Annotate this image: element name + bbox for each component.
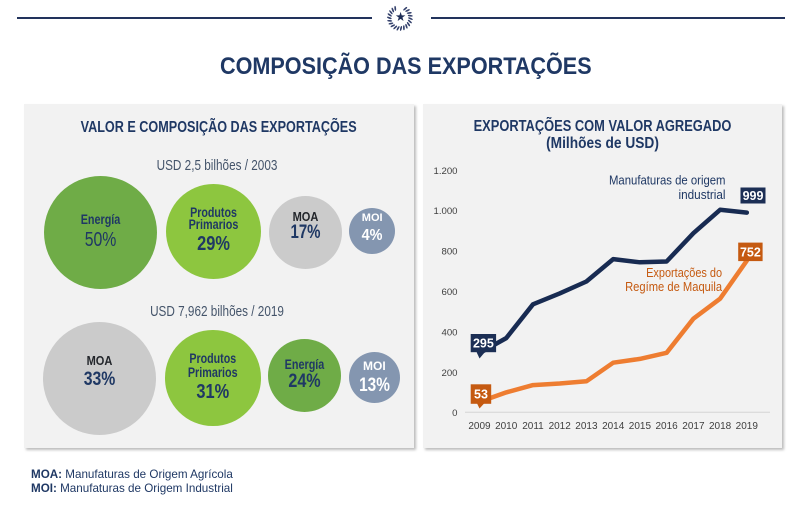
svg-text:2013: 2013 — [575, 421, 598, 432]
svg-text:2010: 2010 — [495, 421, 518, 432]
svg-text:Exportações do: Exportações do — [646, 265, 722, 280]
svg-text:752: 752 — [740, 245, 761, 259]
svg-text:2014: 2014 — [602, 421, 625, 432]
svg-text:2009: 2009 — [468, 421, 491, 432]
svg-text:2019: 2019 — [736, 421, 759, 432]
svg-text:295: 295 — [473, 337, 494, 351]
svg-text:Regíme de Maquila: Regíme de Maquila — [625, 279, 723, 294]
svg-text:2012: 2012 — [549, 421, 572, 432]
svg-text:600: 600 — [441, 287, 457, 298]
svg-text:2015: 2015 — [629, 421, 652, 432]
svg-text:2011: 2011 — [522, 421, 544, 432]
svg-text:53: 53 — [474, 388, 488, 402]
svg-text:2018: 2018 — [709, 421, 732, 432]
svg-text:999: 999 — [743, 189, 764, 203]
svg-text:1.000: 1.000 — [433, 206, 457, 217]
svg-text:0: 0 — [452, 408, 457, 419]
svg-text:Manufaturas de origem: Manufaturas de origem — [609, 172, 726, 187]
svg-text:2017: 2017 — [682, 421, 705, 432]
svg-text:2016: 2016 — [655, 421, 678, 432]
svg-text:industrial: industrial — [679, 187, 726, 202]
svg-text:200: 200 — [441, 368, 457, 379]
svg-text:400: 400 — [441, 327, 457, 338]
svg-text:800: 800 — [441, 247, 457, 258]
svg-text:1.200: 1.200 — [433, 166, 457, 177]
